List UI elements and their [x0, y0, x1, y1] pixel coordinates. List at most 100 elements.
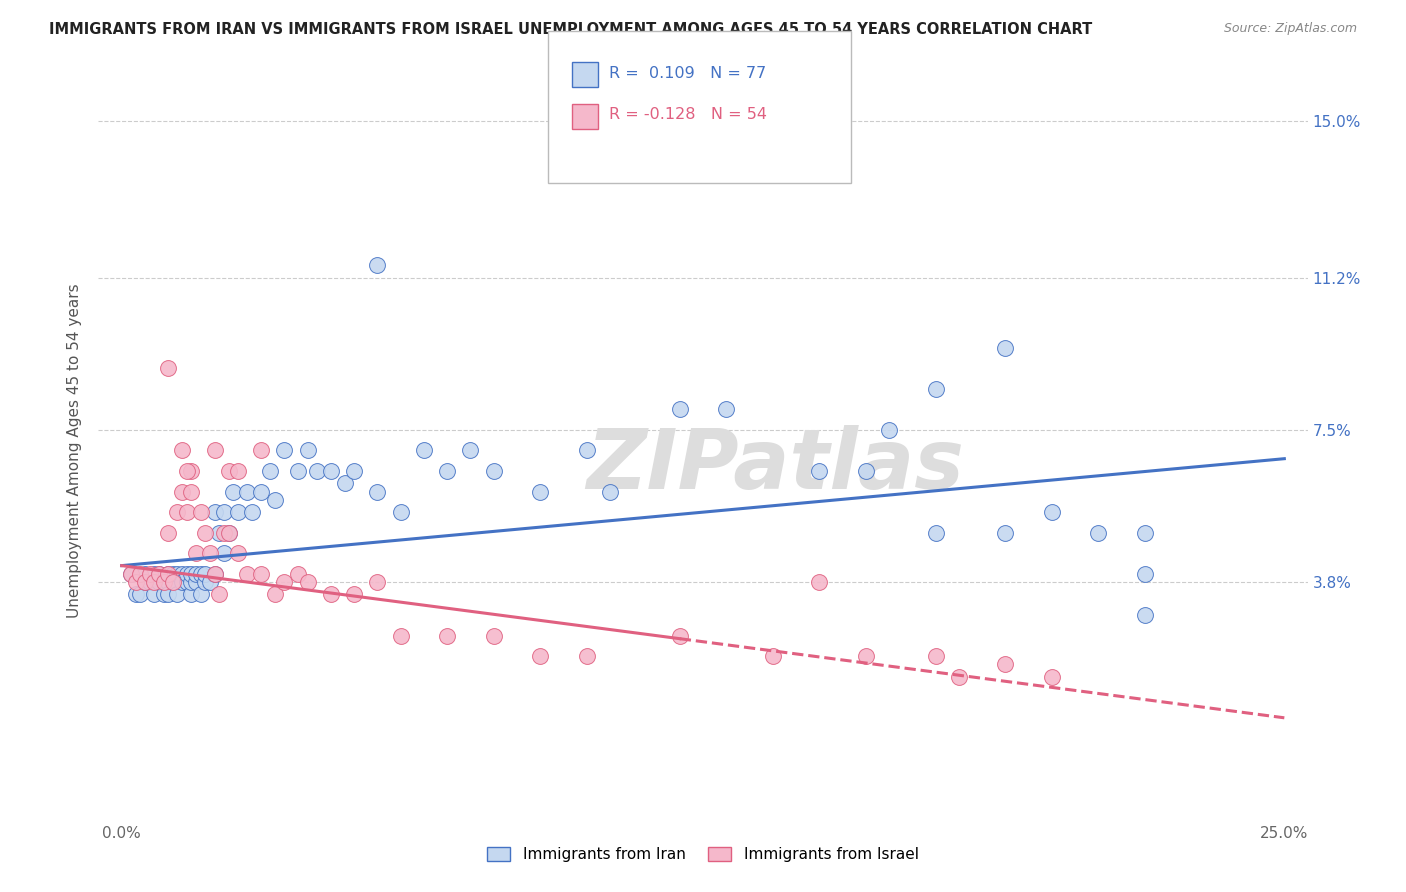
Point — [259, 464, 281, 478]
Point — [924, 649, 946, 664]
Point — [305, 464, 328, 478]
Point — [190, 566, 212, 581]
Point — [134, 566, 156, 581]
Point — [333, 476, 356, 491]
Point — [212, 505, 235, 519]
Point — [143, 566, 166, 581]
Point — [250, 443, 273, 458]
Point — [180, 464, 202, 478]
Point — [366, 258, 388, 272]
Text: R = -0.128   N = 54: R = -0.128 N = 54 — [609, 107, 766, 121]
Point — [319, 464, 342, 478]
Point — [668, 628, 690, 642]
Text: ZIPatlas: ZIPatlas — [586, 425, 965, 506]
Point — [194, 575, 217, 590]
Point — [808, 464, 831, 478]
Point — [152, 587, 174, 601]
Point — [855, 464, 877, 478]
Point — [190, 587, 212, 601]
Point — [273, 443, 295, 458]
Point — [287, 464, 309, 478]
Point — [208, 587, 231, 601]
Point — [184, 546, 207, 560]
Point — [172, 575, 194, 590]
Point — [162, 575, 184, 590]
Point — [172, 566, 194, 581]
Point — [366, 484, 388, 499]
Point — [924, 525, 946, 540]
Point — [1133, 525, 1156, 540]
Point — [1133, 566, 1156, 581]
Point — [204, 505, 226, 519]
Point — [129, 566, 152, 581]
Point — [157, 361, 180, 376]
Point — [226, 464, 249, 478]
Point — [204, 443, 226, 458]
Point — [176, 575, 198, 590]
Point — [129, 587, 152, 601]
Legend: Immigrants from Iran, Immigrants from Israel: Immigrants from Iran, Immigrants from Is… — [481, 841, 925, 869]
Point — [482, 464, 505, 478]
Point — [138, 575, 160, 590]
Point — [138, 566, 160, 581]
Point — [166, 587, 188, 601]
Point — [762, 649, 785, 664]
Point — [236, 484, 259, 499]
Point — [190, 505, 212, 519]
Point — [148, 566, 170, 581]
Point — [148, 566, 170, 581]
Point — [297, 575, 319, 590]
Point — [120, 566, 142, 581]
Point — [218, 464, 240, 478]
Point — [134, 575, 156, 590]
Point — [855, 649, 877, 664]
Point — [236, 566, 259, 581]
Point — [994, 341, 1017, 355]
Point — [176, 505, 198, 519]
Point — [575, 443, 598, 458]
Point — [120, 566, 142, 581]
Point — [152, 575, 174, 590]
Point — [297, 443, 319, 458]
Point — [287, 566, 309, 581]
Point — [162, 566, 184, 581]
Point — [180, 587, 202, 601]
Point — [176, 566, 198, 581]
Text: R =  0.109   N = 77: R = 0.109 N = 77 — [609, 66, 766, 80]
Point — [194, 566, 217, 581]
Point — [212, 525, 235, 540]
Point — [218, 525, 240, 540]
Point — [184, 566, 207, 581]
Point — [157, 566, 180, 581]
Point — [157, 587, 180, 601]
Text: IMMIGRANTS FROM IRAN VS IMMIGRANTS FROM ISRAEL UNEMPLOYMENT AMONG AGES 45 TO 54 : IMMIGRANTS FROM IRAN VS IMMIGRANTS FROM … — [49, 22, 1092, 37]
Point — [948, 670, 970, 684]
Point — [184, 575, 207, 590]
Point — [226, 546, 249, 560]
Point — [1040, 670, 1063, 684]
Point — [157, 566, 180, 581]
Point — [389, 505, 412, 519]
Point — [143, 587, 166, 601]
Point — [343, 587, 366, 601]
Point — [212, 546, 235, 560]
Point — [994, 657, 1017, 672]
Point — [240, 505, 263, 519]
Point — [273, 575, 295, 590]
Text: Source: ZipAtlas.com: Source: ZipAtlas.com — [1223, 22, 1357, 36]
Point — [204, 566, 226, 581]
Point — [162, 575, 184, 590]
Point — [208, 525, 231, 540]
Point — [264, 492, 287, 507]
Point — [172, 443, 194, 458]
Point — [157, 525, 180, 540]
Point — [180, 484, 202, 499]
Point — [668, 402, 690, 417]
Point — [180, 575, 202, 590]
Point — [204, 566, 226, 581]
Point — [222, 484, 245, 499]
Point — [994, 525, 1017, 540]
Point — [166, 505, 188, 519]
Point — [460, 443, 482, 458]
Point — [1133, 607, 1156, 622]
